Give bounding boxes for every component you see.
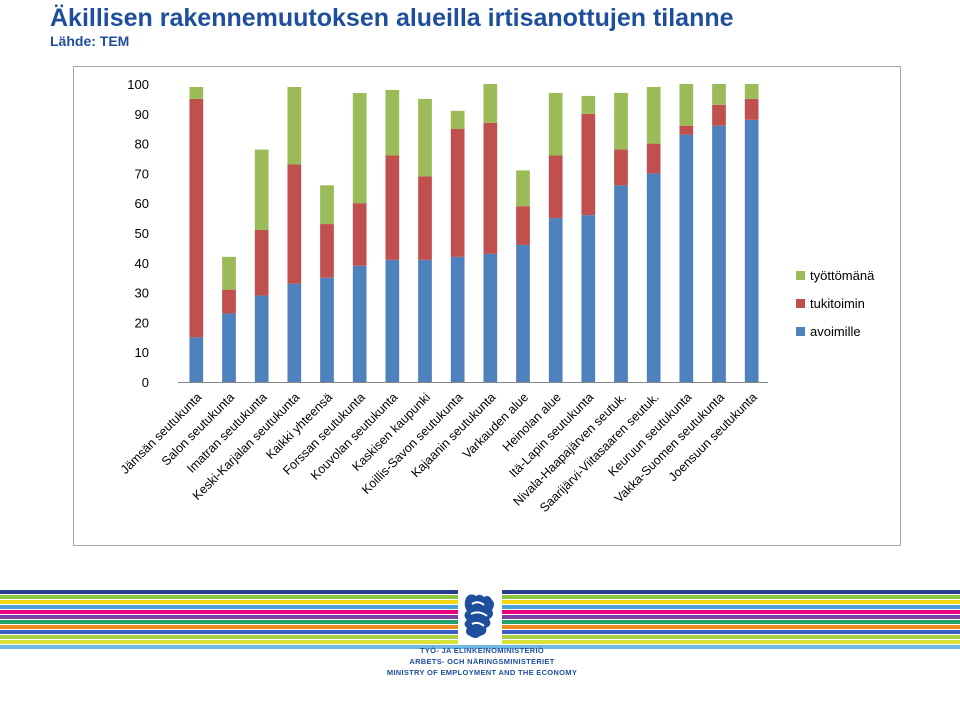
y-tick-label: 0: [142, 375, 149, 390]
bar-tukitoimin: [581, 113, 596, 216]
bar-työttömänä: [516, 170, 530, 207]
bar-työttömänä: [418, 98, 432, 177]
bar-työttömänä: [189, 86, 204, 99]
bar-avoimille: [712, 125, 726, 382]
bar-työttömänä: [254, 149, 269, 231]
bar-avoimille: [385, 259, 400, 382]
bar-tukitoimin: [385, 155, 400, 260]
bar-tukitoimin: [287, 164, 302, 284]
y-tick-label: 20: [135, 315, 149, 330]
bar-avoimille: [646, 173, 661, 382]
bar-avoimille: [418, 259, 432, 382]
bar-työttömänä: [320, 185, 334, 225]
bar-työttömänä: [450, 110, 465, 129]
chart-frame: 0 10 20 30 40 50 60 70 80 90 100 Jämsän seutukunta S…: [73, 66, 901, 546]
bar-tukitoimin: [450, 128, 465, 257]
bar-tukitoimin: [712, 104, 726, 126]
bar-avoimille: [744, 119, 759, 382]
legend-swatch-avoimille: [796, 327, 805, 336]
bar-työttömänä: [222, 256, 236, 290]
bar-tukitoimin: [352, 203, 367, 266]
bar-avoimille: [222, 313, 236, 382]
footer-branding: TYÖ- JA ELINKEINOMINISTERIÖ ARBETS- OCH …: [0, 588, 960, 705]
bar-avoimille: [679, 134, 694, 382]
y-tick-label: 30: [135, 286, 149, 301]
bar-työttömänä: [614, 92, 628, 150]
bar-työttömänä: [352, 92, 367, 204]
bar-työttömänä: [287, 86, 302, 165]
legend-label-avoimille: avoimille: [810, 324, 861, 339]
bar-avoimille: [352, 265, 367, 382]
bar-tukitoimin: [516, 206, 530, 245]
ministry-name-en: MINISTRY OF EMPLOYMENT AND THE ECONOMY: [386, 668, 578, 677]
legend-swatch-työttömänä: [796, 271, 805, 280]
bar-avoimille: [548, 218, 563, 382]
y-tick-label: 60: [135, 196, 149, 211]
ministry-name-fi: TYÖ- JA ELINKEINOMINISTERIÖ: [419, 646, 545, 655]
bar-tukitoimin: [548, 155, 563, 219]
bar-avoimille: [483, 253, 498, 382]
ministry-name-sv: ARBETS- OCH NÄRINGSMINISTERIET: [409, 657, 555, 666]
bar-avoimille: [614, 185, 628, 382]
bar-avoimille: [254, 295, 269, 382]
bar-tukitoimin: [646, 143, 661, 174]
bar-tukitoimin: [189, 98, 204, 338]
bar-työttömänä: [483, 84, 498, 123]
y-tick-label: 70: [135, 166, 149, 181]
bar-työttömänä: [385, 89, 400, 156]
y-tick-label: 10: [135, 345, 149, 360]
page-title: Äkillisen rakennemuutoksen alueilla irti…: [50, 4, 734, 32]
legend-label-työttömänä: työttömänä: [810, 268, 875, 283]
bar-työttömänä: [548, 92, 563, 156]
bar-avoimille: [516, 244, 530, 382]
bar-avoimille: [581, 215, 596, 382]
bar-tukitoimin: [679, 125, 694, 135]
legend-label-tukitoimin: tukitoimin: [810, 296, 865, 311]
y-tick-label: 40: [135, 256, 149, 271]
bar-avoimille: [189, 337, 204, 382]
bar-työttömänä: [744, 84, 759, 99]
legend-swatch-tukitoimin: [796, 299, 805, 308]
y-tick-label: 100: [127, 77, 149, 92]
bar-tukitoimin: [614, 149, 628, 186]
finnish-lion-emblem-icon: [458, 590, 502, 644]
y-tick-label: 50: [135, 226, 149, 241]
bar-tukitoimin: [744, 98, 759, 120]
bar-tukitoimin: [254, 230, 269, 296]
bar-työttömänä: [581, 95, 596, 114]
bar-avoimille: [287, 283, 302, 382]
bar-tukitoimin: [418, 176, 432, 260]
bar-työttömänä: [679, 84, 694, 126]
bar-työttömänä: [712, 84, 726, 105]
color-stripe: [0, 645, 960, 649]
bar-tukitoimin: [483, 122, 498, 254]
source-label: Lähde: TEM: [50, 33, 130, 49]
bar-avoimille: [450, 256, 465, 382]
bar-tukitoimin: [320, 224, 334, 278]
bar-tukitoimin: [222, 289, 236, 314]
bar-työttömänä: [646, 86, 661, 144]
bar-avoimille: [320, 277, 334, 382]
y-tick-label: 90: [135, 107, 149, 122]
y-tick-label: 80: [135, 137, 149, 152]
